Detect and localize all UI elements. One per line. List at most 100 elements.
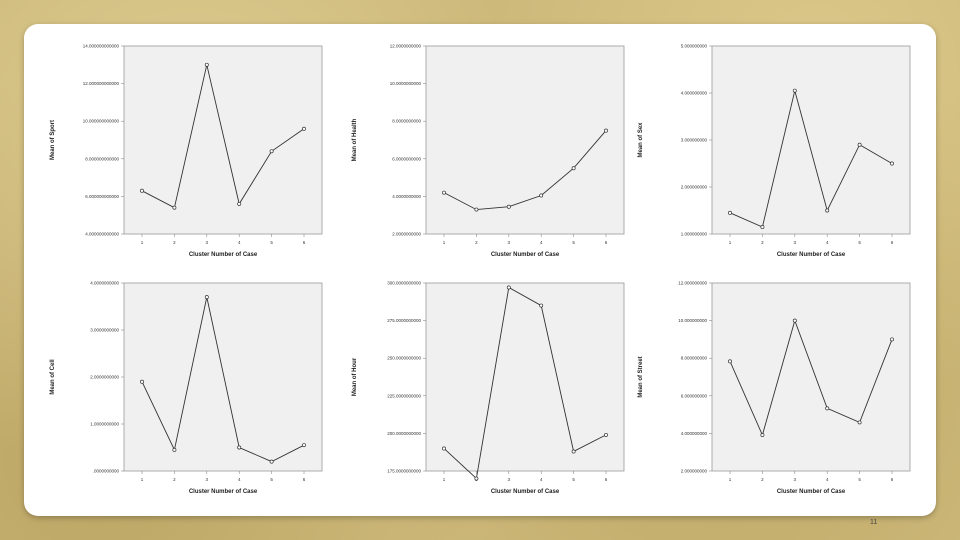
slide-card: 4.000000000000 6.000000000000 8.0000000000… [24, 24, 936, 526]
series-line [443, 286, 607, 480]
data-point [792, 88, 797, 93]
y-tick-label: 225.0000000000 [387, 393, 421, 398]
x-tick-label: 4 [540, 477, 543, 482]
y-tick-label: 300.0000000000 [387, 281, 421, 286]
x-tick-label: 6 [891, 240, 894, 245]
y-tick-label: 6.0000000000 [392, 156, 421, 161]
y-tick-label: 4.000000000 [681, 91, 708, 96]
x-tick-label: 1 [141, 477, 144, 482]
y-tick-label: 12.000000000000 [83, 81, 120, 86]
y-tick-label: 8.0000000000 [392, 119, 421, 124]
data-point [302, 126, 306, 131]
x-tick-label: 1 [141, 240, 144, 245]
y-axis-title: Mean of Health [352, 118, 358, 161]
chart-sex-svg: 1.000000000 2.000000000 3.000000000 4.00000… [638, 44, 911, 258]
data-point [442, 190, 446, 195]
x-tick-label: 2 [173, 477, 176, 482]
data-point [140, 188, 144, 193]
y-tick-label: 275.0000000000 [387, 318, 421, 323]
y-tick-label: 1.000000000 [681, 232, 708, 237]
y-tick-label: 4.0000000000 [392, 194, 421, 199]
chart-sex: 1.000000000 2.000000000 3.000000000 4.00000… [634, 42, 924, 264]
data-point [825, 406, 830, 411]
y-tick-label: 6.000000000 [681, 393, 708, 398]
x-tick-label: 3 [206, 477, 209, 482]
x-tick-label: 5 [572, 477, 575, 482]
data-point [237, 445, 242, 450]
y-tick-label: 2.000000000 [681, 469, 708, 474]
data-point [506, 285, 511, 290]
x-axis-title: Cluster Number of Case [491, 252, 560, 258]
chart-sport: 4.000000000000 6.000000000000 8.0000000000… [46, 42, 336, 264]
x-tick-label: 6 [891, 477, 894, 482]
plot-area [711, 282, 911, 472]
y-tick-label: 12.000000000 [678, 281, 707, 286]
x-tick-label: 5 [270, 477, 273, 482]
x-tick-label: 6 [605, 240, 608, 245]
y-tick-label: 3.000000000 [681, 138, 708, 143]
x-axis-title: Cluster Number of Case [189, 252, 258, 258]
data-point [728, 210, 732, 215]
data-point [571, 166, 576, 171]
data-point [269, 459, 274, 464]
chart-health: 2.0000000000 4.0000000000 6.0000000000 8.00… [348, 42, 638, 264]
chart-street: 2.000000000 4.000000000 6.000000000 8.00000… [634, 279, 924, 501]
x-tick-label: 1 [729, 477, 732, 482]
x-tick-label: 6 [605, 477, 608, 482]
data-point [140, 379, 144, 384]
chart-health-svg: 2.0000000000 4.0000000000 6.0000000000 8.00… [352, 44, 625, 258]
data-point [760, 224, 765, 229]
series-line [729, 319, 893, 437]
chart-street-svg: 2.000000000 4.000000000 6.000000000 8.00000… [638, 281, 911, 495]
x-tick-label: 3 [794, 240, 797, 245]
data-point [474, 476, 479, 481]
data-point [204, 62, 209, 67]
x-tick-label: 4 [826, 477, 829, 482]
x-tick-label: 1 [443, 240, 446, 245]
y-tick-label: 14.000000000000 [83, 44, 120, 49]
data-point [825, 208, 830, 213]
chart-hour: 175.0000000000 200.0000000000 225.00000000… [348, 279, 638, 501]
data-point [539, 303, 544, 308]
x-tick-label: 3 [508, 477, 511, 482]
y-tick-label: 10.000000000000 [83, 119, 120, 124]
y-tick-label: 8.000000000000 [85, 156, 119, 161]
data-point [237, 201, 242, 206]
y-tick-label: 3.0000000000 [90, 328, 119, 333]
data-point [172, 447, 177, 452]
data-point [604, 128, 608, 133]
series-line [729, 90, 893, 228]
series-line [141, 297, 305, 463]
x-tick-label: 4 [238, 477, 241, 482]
chart-cell-svg: .0000000000 1.0000000000 2.0000000000 3.000… [50, 281, 323, 495]
chart-cell: .0000000000 1.0000000000 2.0000000000 3.000… [46, 279, 336, 501]
y-tick-label: 4.000000000 [681, 431, 708, 436]
chart-hour-svg: 175.0000000000 200.0000000000 225.00000000… [352, 281, 625, 495]
x-tick-label: 1 [729, 240, 732, 245]
data-point [890, 337, 894, 342]
y-tick-label: 4.0000000000 [90, 281, 119, 286]
data-point [604, 432, 608, 437]
data-point [728, 359, 732, 364]
plot-area [123, 282, 323, 472]
y-tick-label: 8.000000000 [681, 356, 708, 361]
data-point [172, 205, 177, 210]
x-tick-label: 3 [508, 240, 511, 245]
plot-area [425, 282, 625, 472]
x-tick-label: 4 [540, 240, 543, 245]
x-tick-label: 6 [303, 477, 306, 482]
plot-area [711, 45, 911, 235]
data-point [474, 207, 479, 212]
y-tick-label: 2.0000000000 [90, 375, 119, 380]
y-axis-title: Mean of Cell [50, 359, 56, 395]
x-axis-title: Cluster Number of Case [777, 252, 846, 258]
series-line [141, 64, 305, 209]
x-axis-title: Cluster Number of Case [189, 489, 258, 495]
data-point [506, 204, 511, 209]
x-axis-title: Cluster Number of Case [491, 489, 560, 495]
series-line [443, 130, 607, 211]
x-axis-title: Cluster Number of Case [777, 489, 846, 495]
y-tick-label: 2.0000000000 [392, 232, 421, 237]
y-tick-label: 1.0000000000 [90, 422, 119, 427]
x-tick-label: 3 [206, 240, 209, 245]
